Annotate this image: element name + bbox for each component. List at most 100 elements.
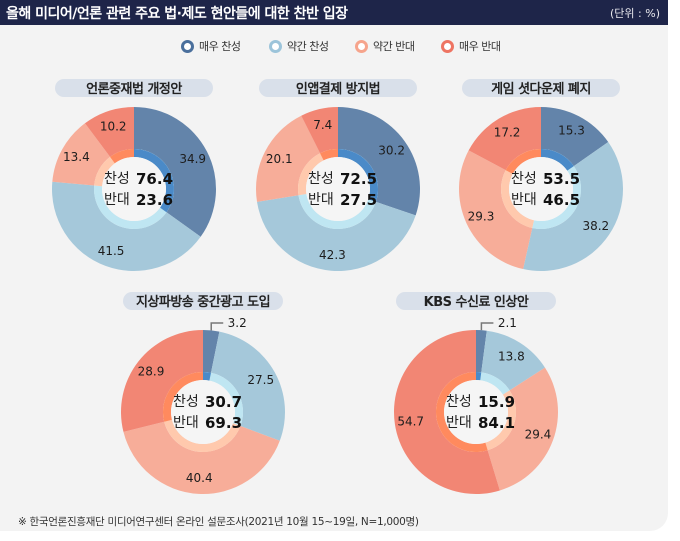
slice-label: 10.2: [100, 119, 127, 133]
inner-ring-favor: [476, 372, 510, 395]
donut-chart-1: 언론중재법 개정안 34.9 41.5 13.4 10.2 찬성 76.4 반대 23.6: [51, 79, 216, 271]
center-favor-label: 찬성: [173, 394, 199, 410]
slice-약간찬성: [51, 181, 201, 271]
donut-chart-5: KBS 수신료 인상안 2.1 13.8 29.4 54.7 찬성 15.9 반대 84.1: [393, 292, 558, 494]
slice-label: 29.4: [525, 428, 552, 442]
slice-약간찬성: [481, 330, 545, 391]
slice-매우반대: [84, 107, 134, 157]
slice-매우반대: [121, 330, 203, 432]
slice-매우찬성: [203, 330, 220, 373]
slice-label: 3.2: [228, 316, 247, 330]
center-oppose-value: 23.6: [136, 191, 173, 209]
slice-label: 17.2: [494, 125, 521, 139]
center-favor-value: 76.4: [136, 170, 173, 188]
chart-title: 게임 셧다운제 폐지: [491, 81, 591, 97]
donut-chart-3: 게임 셧다운제 폐지 15.3 38.2 29.3 17.2 찬성 53.5 반대 46.5: [458, 79, 623, 271]
chart-title: 인앱결제 방지법: [296, 81, 380, 97]
slice-label: 42.3: [319, 248, 346, 262]
unit-label: (단위 : %): [610, 7, 660, 20]
center-favor-label: 찬성: [446, 394, 472, 410]
slice-label: 30.2: [378, 144, 405, 158]
slice-매우찬성: [541, 107, 609, 167]
slice-약간반대: [256, 115, 321, 202]
center-disk: [102, 157, 166, 221]
center-oppose-label: 반대: [511, 192, 537, 208]
legend-marker-icon: [355, 39, 368, 53]
slice-label: 41.5: [98, 244, 125, 258]
chart-title: 언론중재법 개정안: [86, 81, 182, 97]
center-favor-value: 15.9: [478, 393, 515, 411]
legend-label: 약간 반대: [373, 40, 415, 53]
inner-ring-strong-oppose: [436, 372, 488, 452]
chart-panel: 올해 미디어/언론 관련 주요 법·제도 현안들에 대한 찬반 입장 (단위 :…: [0, 0, 668, 531]
inner-ring-strong-oppose: [320, 149, 338, 161]
inner-ring-strong-favor: [541, 149, 574, 171]
center-oppose-value: 84.1: [478, 414, 515, 432]
slice-매우반대: [301, 107, 338, 154]
legend-item-strong-favor: 매우 찬성: [181, 38, 241, 54]
center-oppose-value: 27.5: [340, 191, 377, 209]
legend-label: 약간 찬성: [287, 40, 329, 53]
center-favor-value: 53.5: [543, 170, 580, 188]
slice-label: 2.1: [498, 316, 517, 330]
header-bar: 올해 미디어/언론 관련 주요 법·제도 현안들에 대한 찬반 입장 (단위 :…: [0, 0, 668, 25]
center-oppose-value: 46.5: [543, 191, 580, 209]
slice-매우찬성: [476, 330, 487, 373]
center-oppose-label: 반대: [446, 415, 472, 431]
slice-label: 40.4: [186, 471, 213, 485]
inner-ring-strong-favor: [338, 149, 378, 202]
inner-ring-strong-oppose: [163, 372, 203, 422]
inner-ring-strong-oppose: [110, 149, 134, 164]
slice-label: 28.9: [138, 364, 165, 378]
legend-label: 매우 반대: [459, 40, 501, 53]
center-favor-label: 찬성: [104, 171, 130, 187]
chart-title-pill: [259, 79, 417, 97]
footnote: ※ 한국언론진흥재단 미디어연구센터 온라인 설문조사(2021년 10월 15…: [18, 516, 419, 528]
chart-title-pill: [123, 292, 283, 310]
center-favor-label: 찬성: [511, 171, 537, 187]
donut-chart-2: 인앱결제 방지법 30.2 42.3 20.1 7.4 찬성 72.5 반대 27.5: [256, 79, 420, 271]
slice-약간반대: [123, 421, 280, 494]
slice-label: 29.3: [468, 210, 495, 224]
donut-charts: 언론중재법 개정안 34.9 41.5 13.4 10.2 찬성 76.4 반대 23.6 인앱결…: [51, 79, 623, 494]
chart-title-pill: [396, 292, 556, 310]
center-favor-value: 30.7: [205, 393, 242, 411]
slice-약간반대: [487, 367, 558, 491]
inner-ring-strong-favor: [134, 149, 174, 213]
legend-marker-icon: [181, 39, 194, 53]
leader-line: [210, 322, 224, 331]
slice-label: 34.9: [179, 152, 206, 166]
legend-marker-icon: [441, 39, 454, 53]
center-disk: [444, 380, 508, 444]
inner-ring-strong-favor: [476, 372, 482, 381]
slice-매우반대: [393, 330, 500, 494]
slice-label: 13.4: [63, 150, 90, 164]
center-oppose-label: 반대: [104, 192, 130, 208]
leader-line: [480, 322, 494, 331]
center-disk: [171, 380, 235, 444]
slice-label: 27.5: [247, 373, 274, 387]
legend-item-strong-oppose: 매우 반대: [441, 38, 501, 54]
legend-marker-icon: [269, 39, 282, 53]
slice-매우찬성: [134, 107, 216, 237]
slice-label: 7.4: [313, 118, 332, 132]
slice-약간반대: [52, 123, 111, 186]
slice-label: 38.2: [582, 219, 609, 233]
slice-label: 15.3: [558, 123, 585, 137]
center-oppose-label: 반대: [308, 192, 334, 208]
center-favor-label: 찬성: [308, 171, 334, 187]
center-favor-value: 72.5: [340, 170, 377, 188]
slice-약간반대: [458, 150, 533, 270]
legend-label: 매우 찬성: [199, 40, 241, 53]
slice-약간찬성: [210, 331, 285, 441]
page-title: 올해 미디어/언론 관련 주요 법·제도 현안들에 대한 찬반 입장: [6, 6, 348, 22]
slice-label: 54.7: [397, 415, 424, 429]
slice-label: 13.8: [498, 349, 525, 363]
chart-title-pill: [462, 79, 620, 97]
slice-label: 20.1: [266, 152, 293, 166]
center-disk: [509, 157, 573, 221]
inner-ring-strong-favor: [203, 372, 211, 381]
legend-item-weak-oppose: 약간 반대: [355, 38, 415, 54]
chart-title: 지상파방송 중간광고 도입: [136, 294, 270, 310]
center-oppose-label: 반대: [173, 415, 199, 431]
